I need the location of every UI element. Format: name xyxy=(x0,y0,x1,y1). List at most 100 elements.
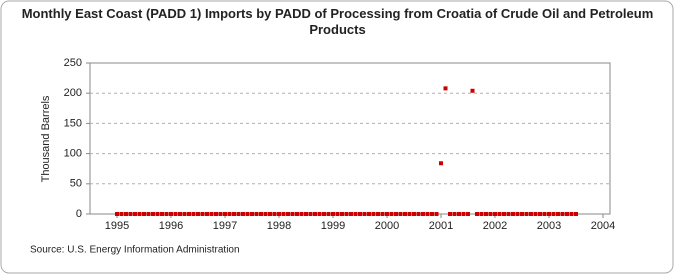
y-tick-label: 150 xyxy=(64,117,82,129)
marker xyxy=(398,212,403,216)
marker xyxy=(421,212,425,216)
marker xyxy=(205,212,209,216)
x-tick-label: 1997 xyxy=(213,220,237,232)
marker xyxy=(227,212,232,216)
marker xyxy=(461,212,466,216)
marker xyxy=(200,212,205,216)
plot-area xyxy=(89,62,611,215)
marker xyxy=(371,212,376,216)
marker xyxy=(430,212,434,216)
marker xyxy=(281,212,286,216)
y-tick-label: 250 xyxy=(64,57,82,69)
marker xyxy=(574,212,578,216)
marker xyxy=(164,212,169,216)
marker xyxy=(259,212,263,216)
y-tick-label: 0 xyxy=(76,208,82,220)
marker xyxy=(515,212,520,216)
y-tick-label: 100 xyxy=(64,148,82,160)
marker xyxy=(299,212,304,216)
marker xyxy=(452,212,457,216)
x-tick-label: 1996 xyxy=(159,220,183,232)
marker xyxy=(322,212,326,216)
marker xyxy=(142,212,146,216)
chart-title: Monthly East Coast (PADD 1) Imports by P… xyxy=(21,6,654,37)
x-tick-label: 1998 xyxy=(267,220,291,232)
marker xyxy=(128,212,133,216)
marker xyxy=(335,212,340,216)
source: Source: U.S. Energy Information Administ… xyxy=(30,245,240,256)
marker xyxy=(353,212,358,216)
marker xyxy=(448,212,452,216)
marker xyxy=(407,212,412,216)
marker xyxy=(362,212,367,216)
marker xyxy=(254,212,259,216)
marker xyxy=(439,161,443,166)
x-tick-label: 2002 xyxy=(483,220,507,232)
marker xyxy=(295,212,299,216)
marker xyxy=(115,212,119,216)
marker xyxy=(160,212,164,216)
marker xyxy=(340,212,344,216)
marker xyxy=(502,212,506,216)
marker xyxy=(232,212,236,216)
marker xyxy=(511,212,515,216)
marker xyxy=(344,212,349,216)
marker xyxy=(488,212,493,216)
marker xyxy=(326,212,331,216)
y-axis-label: Thousand Barrels xyxy=(40,95,52,182)
marker xyxy=(493,212,497,216)
marker xyxy=(182,212,187,216)
marker xyxy=(209,212,214,216)
marker xyxy=(124,212,128,216)
marker xyxy=(218,212,223,216)
marker xyxy=(542,212,547,216)
marker xyxy=(178,212,182,216)
marker xyxy=(425,212,430,216)
marker xyxy=(385,212,389,216)
y-tick-label: 200 xyxy=(64,87,82,99)
marker xyxy=(214,212,218,216)
marker xyxy=(236,212,241,216)
marker xyxy=(137,212,142,216)
marker xyxy=(119,212,124,216)
marker xyxy=(245,212,250,216)
marker xyxy=(484,212,488,216)
marker xyxy=(547,212,551,216)
marker xyxy=(173,212,178,216)
marker xyxy=(308,212,313,216)
marker xyxy=(412,212,416,216)
marker xyxy=(133,212,137,216)
marker xyxy=(223,212,227,216)
marker xyxy=(317,212,322,216)
marker xyxy=(367,212,371,216)
y-tick-label: 50 xyxy=(70,178,82,190)
x-tick-label: 2000 xyxy=(375,220,399,232)
marker xyxy=(533,212,538,216)
marker xyxy=(169,212,173,216)
x-tick-label: 2004 xyxy=(591,220,615,232)
marker xyxy=(416,212,421,216)
marker xyxy=(569,212,574,216)
marker xyxy=(434,212,439,216)
marker xyxy=(380,212,385,216)
marker xyxy=(466,212,470,216)
marker xyxy=(304,212,308,216)
marker xyxy=(551,212,556,216)
marker xyxy=(556,212,560,216)
marker xyxy=(565,212,569,216)
x-tick-label: 2001 xyxy=(429,220,453,232)
marker xyxy=(497,212,502,216)
marker xyxy=(151,212,155,216)
marker xyxy=(241,212,245,216)
x-tick-label: 1995 xyxy=(105,220,129,232)
marker xyxy=(475,212,479,216)
marker xyxy=(389,212,394,216)
marker xyxy=(313,212,317,216)
marker xyxy=(560,212,565,216)
marker xyxy=(191,212,196,216)
marker xyxy=(470,88,475,93)
marker xyxy=(479,212,484,216)
